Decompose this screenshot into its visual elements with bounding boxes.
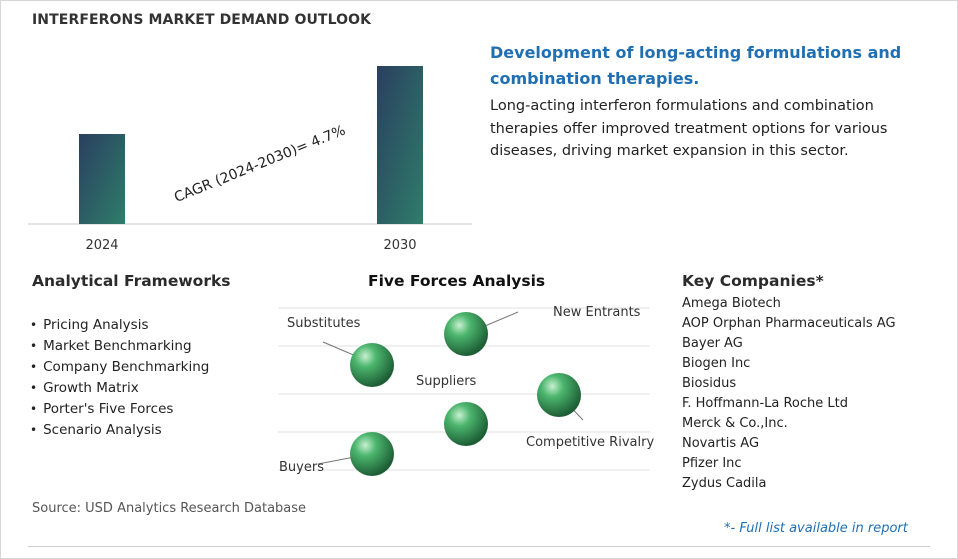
full-list-note: *- Full list available in report: [724, 521, 908, 536]
list-item: Novartis AG: [682, 436, 760, 451]
bar-2024: [79, 134, 125, 224]
x-tick-label: 2030: [383, 238, 416, 253]
bar-chart-svg: 2024 2030: [28, 66, 472, 253]
companies-list: Amega Biotech AOP Orphan Pharmaceuticals…: [682, 294, 896, 494]
list-item: Pfizer Inc: [682, 456, 742, 471]
companies-title: Key Companies*: [682, 272, 824, 290]
five-forces-svg: [278, 307, 650, 476]
list-item: AOP Orphan Pharmaceuticals AG: [682, 316, 896, 331]
bottom-divider: [28, 546, 930, 547]
substitutes-sphere: [350, 343, 394, 387]
highlight-title: Development of long-acting formulations …: [490, 43, 902, 88]
list-item: F. Hoffmann-La Roche Ltd: [682, 396, 848, 411]
five-forces-title: Five Forces Analysis: [368, 272, 546, 290]
list-item: Biosidus: [682, 376, 737, 391]
source-note: Source: USD Analytics Research Database: [32, 501, 307, 516]
frameworks-list: Pricing Analysis Market Benchmarking Com…: [30, 315, 209, 441]
label-buyers: Buyers: [279, 460, 324, 475]
five-forces-diagram: Substitutes New Entrants Suppliers Compe…: [278, 298, 654, 488]
new-entrants-sphere: [444, 312, 488, 356]
label-substitutes: Substitutes: [287, 316, 361, 331]
label-competitive-rivalry: Competitive Rivalry: [526, 435, 655, 450]
list-item: Bayer AG: [682, 336, 743, 351]
highlight-body: Long-acting interferon formulations and …: [490, 98, 888, 159]
list-item: Growth Matrix: [30, 378, 209, 399]
suppliers-sphere: [444, 402, 488, 446]
list-item: Amega Biotech: [682, 296, 781, 311]
list-item: Merck & Co.,Inc.: [682, 416, 788, 431]
buyers-sphere: [350, 432, 394, 476]
list-item: Pricing Analysis: [30, 315, 209, 336]
list-item: Market Benchmarking: [30, 336, 209, 357]
bar-2030: [377, 66, 423, 224]
frameworks-title: Analytical Frameworks: [32, 272, 231, 290]
list-item: Scenario Analysis: [30, 420, 209, 441]
list-item: Zydus Cadila: [682, 476, 767, 491]
x-tick-label: 2024: [85, 238, 118, 253]
label-new-entrants: New Entrants: [553, 305, 641, 320]
label-suppliers: Suppliers: [416, 374, 477, 389]
list-item: Biogen Inc: [682, 356, 751, 371]
market-demand-chart: 2024 2030 CAGR (2024-2030)= 4.7%: [28, 40, 478, 260]
list-item: Porter's Five Forces: [30, 399, 209, 420]
list-item: Company Benchmarking: [30, 357, 209, 378]
page-title: INTERFERONS MARKET DEMAND OUTLOOK: [32, 12, 372, 28]
competitive-rivalry-sphere: [537, 373, 581, 417]
